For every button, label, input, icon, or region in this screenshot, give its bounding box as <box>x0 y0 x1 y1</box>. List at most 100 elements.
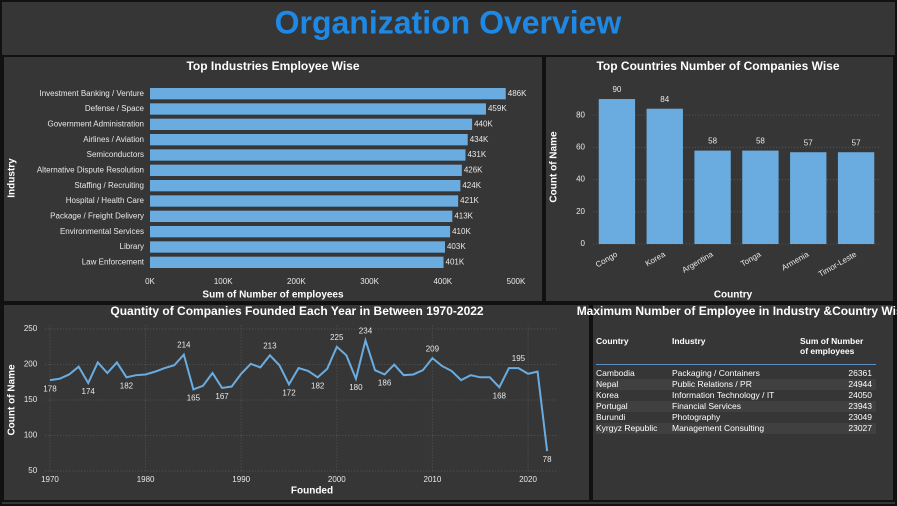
bar <box>790 152 827 244</box>
table-cell: Management Consulting <box>672 423 765 433</box>
data-label: 172 <box>282 389 296 398</box>
data-label: 165 <box>187 393 201 402</box>
data-label: 90 <box>612 85 621 94</box>
data-label: 58 <box>708 137 717 146</box>
bar <box>150 256 444 269</box>
data-label: 195 <box>512 354 526 363</box>
x-tick-label: Congo <box>594 249 619 269</box>
chart-title: Top Countries Number of Companies Wise <box>596 59 839 73</box>
y-axis-label: Industry <box>7 158 18 198</box>
data-label: 410K <box>452 227 471 236</box>
table-cell: Financial Services <box>672 401 741 411</box>
table-row: Kyrgyz Republic Management Consulting 2302… <box>596 423 876 434</box>
y-tick-label: Airlines / Aviation <box>83 135 144 144</box>
table-cell: Kyrgyz Republic <box>596 423 658 433</box>
x-tick-label: 0K <box>145 277 155 286</box>
bar <box>150 179 461 192</box>
data-label: 168 <box>493 391 507 400</box>
y-tick-label: 100 <box>24 431 38 440</box>
y-tick-label: Investment Banking / Venture <box>39 89 144 98</box>
y-tick-label: Government Administration <box>48 119 145 128</box>
data-label: 78 <box>543 455 552 464</box>
x-tick-label: 1990 <box>232 475 250 484</box>
y-tick-label: 150 <box>24 395 38 404</box>
bar <box>150 103 486 115</box>
y-tick-label: Staffing / Recruiting <box>74 181 144 190</box>
table-row: Burundi Photography 23049 <box>596 412 876 423</box>
chart-title: Quantity of Companies Founded Each Year … <box>110 304 484 318</box>
panel <box>591 303 895 502</box>
data-label: 84 <box>660 95 669 104</box>
bar <box>742 150 779 244</box>
column-header: Country <box>596 336 629 346</box>
data-label: 57 <box>804 138 813 147</box>
data-label: 209 <box>426 344 440 353</box>
x-tick-label: 200K <box>287 277 306 286</box>
y-tick-label: 80 <box>576 110 585 119</box>
panel <box>2 303 591 502</box>
x-axis-label: Founded <box>291 486 333 497</box>
data-label: 174 <box>82 387 96 396</box>
data-label: 182 <box>311 381 325 390</box>
data-label: 234 <box>359 327 373 336</box>
table-cell: Nepal <box>596 379 619 389</box>
bar <box>150 133 468 146</box>
table-cell: Photography <box>672 412 721 422</box>
table-cell: Cambodia <box>596 368 635 378</box>
y-tick-label: 0 <box>581 239 586 248</box>
table-row: Korea Information Technology / IT 24050 <box>596 390 876 401</box>
x-tick-label: 300K <box>360 277 379 286</box>
x-axis-label: Sum of Number of employees <box>202 290 344 301</box>
table-cell: 23943 <box>848 401 872 411</box>
y-tick-label: Hospital / Health Care <box>66 196 145 205</box>
y-tick-label: 20 <box>576 207 585 216</box>
x-tick-label: 2010 <box>424 475 442 484</box>
bar <box>150 195 459 207</box>
data-label: 459K <box>488 104 507 113</box>
panel <box>2 55 544 303</box>
table-row: Nepal Public Relations / PR 24944 <box>596 379 876 390</box>
data-label: 403K <box>447 242 466 251</box>
data-label: 186 <box>378 379 392 388</box>
y-tick-label: 200 <box>24 360 38 369</box>
y-tick-label: Semiconductors <box>87 150 144 159</box>
data-label: 180 <box>349 383 363 392</box>
y-tick-label: 60 <box>576 142 585 151</box>
data-label: 424K <box>462 181 481 190</box>
table-cell: Burundi <box>596 412 626 422</box>
x-axis-label: Country <box>714 290 753 301</box>
x-tick-label: 1970 <box>41 475 59 484</box>
y-tick-label: Defense / Space <box>85 104 145 113</box>
x-tick-label: Tonga <box>739 249 763 268</box>
table-cell: 23049 <box>848 412 872 422</box>
bar <box>150 87 506 100</box>
dashboard-title: Organization Overview <box>275 4 622 40</box>
chart-title: Top Industries Employee Wise <box>186 59 359 73</box>
bar <box>150 164 462 177</box>
table-row: Portugal Financial Services 23943 <box>596 401 876 412</box>
panel <box>544 55 895 303</box>
bar <box>694 150 731 244</box>
data-label: 58 <box>756 137 765 146</box>
bar <box>598 99 636 244</box>
table-title: Maximum Number of Employee in Industry &… <box>577 304 897 318</box>
table-cell: Public Relations / PR <box>672 379 752 389</box>
table-cell: Information Technology / IT <box>672 390 775 400</box>
table-cell: 24050 <box>848 390 872 400</box>
bar <box>837 152 875 244</box>
y-tick-label: Environmental Services <box>60 227 144 236</box>
bar <box>150 118 473 131</box>
x-tick-label: Armenia <box>780 249 811 272</box>
table: Country Industry Sum of Number of employee… <box>596 336 876 434</box>
table-cell: 26361 <box>848 368 872 378</box>
y-tick-label: 250 <box>24 324 38 333</box>
line <box>49 336 549 452</box>
bar <box>646 108 683 244</box>
data-label: 426K <box>464 165 483 174</box>
table-cell: Portugal <box>596 401 628 411</box>
data-label: 178 <box>43 384 57 393</box>
bar <box>150 210 453 223</box>
